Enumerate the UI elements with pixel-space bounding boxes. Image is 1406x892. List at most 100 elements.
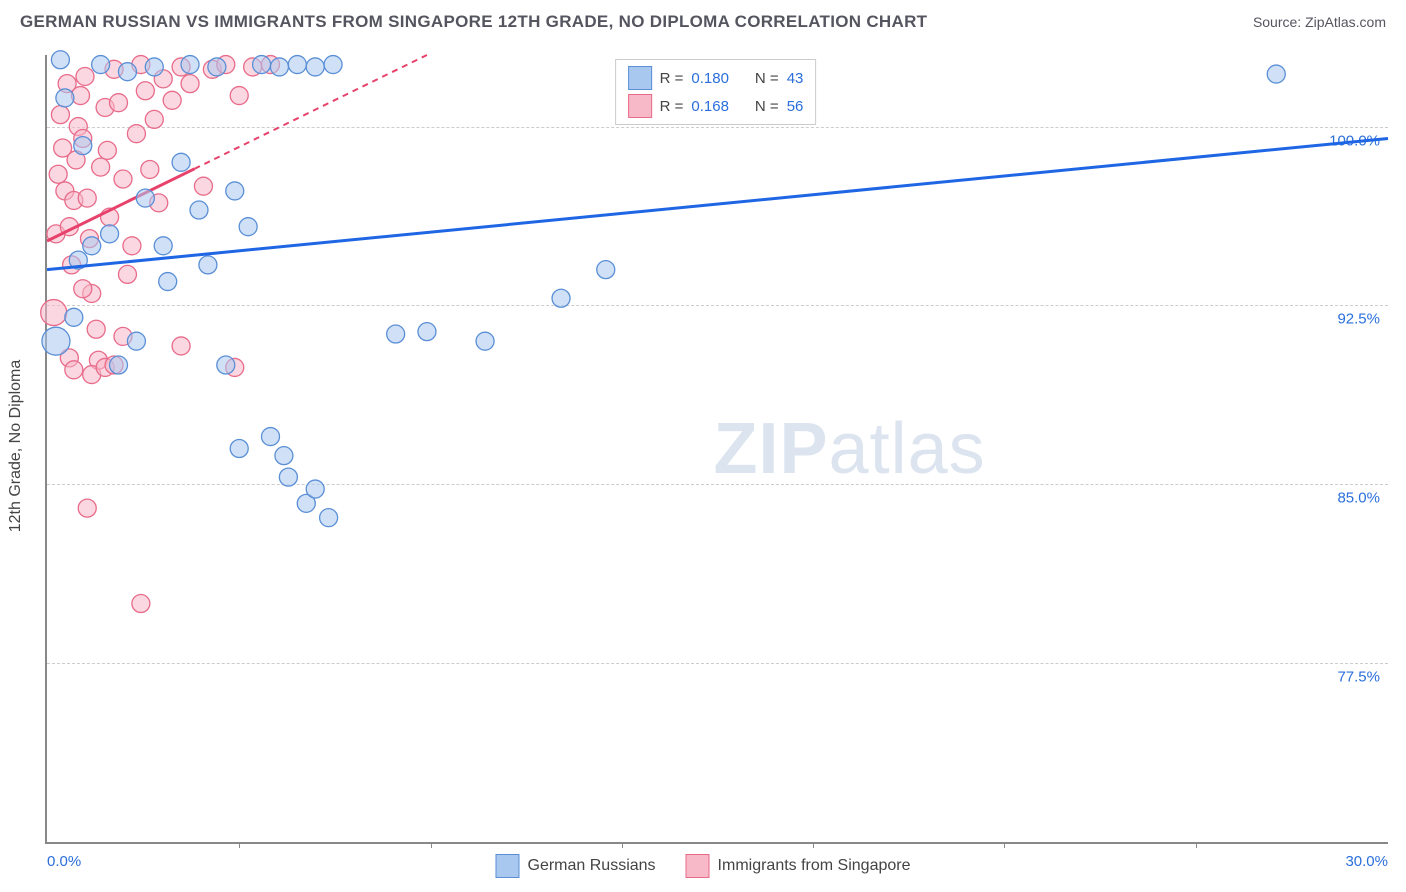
- x-minor-tick: [1004, 842, 1005, 848]
- data-point-blue: [159, 273, 177, 291]
- data-point-pink: [163, 91, 181, 109]
- x-tick-label: 0.0%: [47, 853, 81, 870]
- data-point-pink: [74, 280, 92, 298]
- x-minor-tick: [431, 842, 432, 848]
- legend-label: Immigrants from Singapore: [718, 857, 911, 875]
- data-point-blue: [597, 261, 615, 279]
- chart-container: ZIPatlas 77.5%85.0%92.5%100.0%0.0%30.0% …: [45, 55, 1386, 842]
- x-minor-tick: [622, 842, 623, 848]
- data-point-pink: [141, 160, 159, 178]
- x-tick-label: 30.0%: [1345, 853, 1388, 870]
- r-value: 0.168: [691, 98, 729, 115]
- data-point-blue: [56, 89, 74, 107]
- data-point-pink: [98, 141, 116, 159]
- legend-label: German Russians: [527, 857, 655, 875]
- data-point-pink: [230, 87, 248, 105]
- chart-header: GERMAN RUSSIAN VS IMMIGRANTS FROM SINGAP…: [0, 0, 1406, 40]
- data-point-blue: [208, 58, 226, 76]
- data-point-blue: [239, 218, 257, 236]
- data-point-pink: [78, 189, 96, 207]
- x-minor-tick: [239, 842, 240, 848]
- data-point-blue: [83, 237, 101, 255]
- data-point-blue: [288, 56, 306, 74]
- data-point-blue: [306, 58, 324, 76]
- data-point-pink: [110, 94, 128, 112]
- data-point-blue: [118, 63, 136, 81]
- chart-title: GERMAN RUSSIAN VS IMMIGRANTS FROM SINGAP…: [20, 12, 927, 32]
- data-point-blue: [262, 428, 280, 446]
- source-attribution: Source: ZipAtlas.com: [1253, 14, 1386, 30]
- data-point-blue: [418, 323, 436, 341]
- data-point-blue: [230, 440, 248, 458]
- data-point-blue: [110, 356, 128, 374]
- n-value: 56: [787, 98, 804, 115]
- data-point-blue: [92, 56, 110, 74]
- data-point-blue: [101, 225, 119, 243]
- data-point-blue: [74, 137, 92, 155]
- series-legend-item: Immigrants from Singapore: [686, 854, 911, 878]
- data-point-blue: [172, 153, 190, 171]
- data-point-blue: [270, 58, 288, 76]
- data-point-blue: [154, 237, 172, 255]
- data-point-blue: [226, 182, 244, 200]
- trend-line-blue: [47, 138, 1388, 269]
- data-point-blue: [279, 468, 297, 486]
- data-point-pink: [65, 361, 83, 379]
- data-point-blue: [306, 480, 324, 498]
- scatter-svg: [47, 55, 1388, 842]
- series-legend-item: German Russians: [495, 854, 655, 878]
- data-point-pink: [41, 300, 67, 326]
- data-point-blue: [320, 509, 338, 527]
- data-point-pink: [145, 110, 163, 128]
- r-label: R =: [660, 98, 684, 115]
- data-point-blue: [1267, 65, 1285, 83]
- data-point-blue: [253, 56, 271, 74]
- data-point-blue: [275, 447, 293, 465]
- legend-swatch: [628, 66, 652, 90]
- correlation-legend-row: R = 0.168 N = 56: [628, 92, 804, 120]
- n-value: 43: [787, 70, 804, 87]
- source-name: ZipAtlas.com: [1305, 14, 1386, 30]
- x-minor-tick: [813, 842, 814, 848]
- n-label: N =: [755, 70, 779, 87]
- data-point-blue: [552, 289, 570, 307]
- data-point-blue: [199, 256, 217, 274]
- data-point-pink: [172, 337, 190, 355]
- source-prefix: Source:: [1253, 14, 1305, 30]
- r-value: 0.180: [691, 70, 729, 87]
- data-point-pink: [123, 237, 141, 255]
- data-point-blue: [190, 201, 208, 219]
- legend-swatch: [628, 94, 652, 118]
- data-point-pink: [118, 265, 136, 283]
- data-point-pink: [78, 499, 96, 517]
- data-point-pink: [132, 595, 150, 613]
- data-point-pink: [92, 158, 110, 176]
- data-point-blue: [324, 56, 342, 74]
- legend-swatch: [495, 854, 519, 878]
- data-point-blue: [476, 332, 494, 350]
- data-point-pink: [136, 82, 154, 100]
- y-axis-title: 12th Grade, No Diploma: [7, 360, 25, 533]
- data-point-pink: [181, 75, 199, 93]
- legend-swatch: [686, 854, 710, 878]
- data-point-blue: [145, 58, 163, 76]
- n-label: N =: [755, 98, 779, 115]
- data-point-pink: [114, 170, 132, 188]
- data-point-pink: [76, 67, 94, 85]
- data-point-blue: [42, 327, 70, 355]
- data-point-pink: [51, 106, 69, 124]
- data-point-blue: [181, 56, 199, 74]
- r-label: R =: [660, 70, 684, 87]
- data-point-blue: [136, 189, 154, 207]
- plot-area: 77.5%85.0%92.5%100.0%0.0%30.0%: [45, 55, 1388, 844]
- x-minor-tick: [1196, 842, 1197, 848]
- correlation-legend: R = 0.180 N = 43 R = 0.168 N = 56: [615, 59, 817, 125]
- data-point-pink: [49, 165, 67, 183]
- correlation-legend-row: R = 0.180 N = 43: [628, 64, 804, 92]
- data-point-pink: [194, 177, 212, 195]
- data-point-blue: [127, 332, 145, 350]
- data-point-pink: [127, 125, 145, 143]
- data-point-blue: [51, 51, 69, 69]
- series-legend: German Russians Immigrants from Singapore: [495, 854, 910, 878]
- data-point-blue: [65, 308, 83, 326]
